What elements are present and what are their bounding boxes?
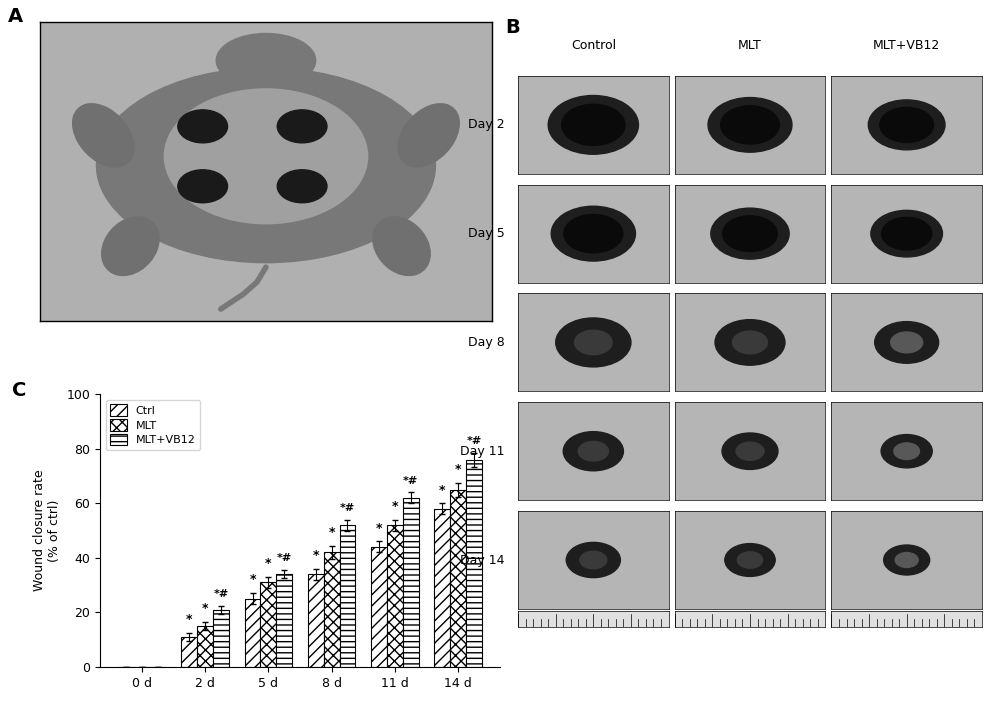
Bar [403,498,419,667]
Text: Day 11: Day 11 [460,445,505,457]
Bar [450,490,466,667]
Circle shape [551,206,635,261]
Circle shape [711,208,789,259]
Text: *#: *# [466,436,482,446]
Circle shape [178,170,228,203]
Text: *: * [186,613,193,626]
Text: *: * [439,483,446,496]
Circle shape [277,110,327,143]
Text: *: * [392,500,398,513]
Text: *: * [328,526,335,538]
Text: Day 2: Day 2 [468,118,505,131]
Text: Day 8: Day 8 [468,336,505,349]
Y-axis label: Wound closure rate
(% of ctrl): Wound closure rate (% of ctrl) [33,470,61,592]
Circle shape [566,542,620,578]
Circle shape [733,331,767,353]
Bar [466,460,482,667]
Text: A: A [8,6,23,26]
Circle shape [894,443,919,460]
Bar [245,599,260,667]
Bar [324,552,340,667]
Circle shape [548,95,638,154]
Circle shape [875,322,939,364]
Circle shape [721,105,779,144]
Bar [260,582,276,667]
Text: Day 5: Day 5 [468,227,505,240]
Circle shape [580,551,607,569]
Ellipse shape [96,68,435,262]
Bar [197,626,213,667]
Ellipse shape [373,217,430,275]
Circle shape [880,108,934,143]
Circle shape [882,217,932,250]
Circle shape [562,104,625,146]
Circle shape [737,552,763,568]
Bar [340,525,355,667]
Circle shape [891,332,923,353]
Circle shape [884,545,930,575]
Circle shape [725,543,775,576]
Ellipse shape [216,34,316,87]
Text: *#: *# [340,503,355,513]
Circle shape [708,98,792,152]
Text: *: * [265,557,272,570]
Text: *: * [313,549,319,562]
Text: *: * [455,463,461,476]
Ellipse shape [398,104,459,167]
Text: B: B [505,18,520,37]
Text: *#: *# [213,589,229,599]
Circle shape [881,435,932,468]
Text: MLT: MLT [738,39,762,52]
Circle shape [178,110,228,143]
Circle shape [277,170,327,203]
Circle shape [715,320,785,365]
Circle shape [563,432,623,471]
Circle shape [895,553,918,567]
Circle shape [575,331,612,355]
Bar [434,509,450,667]
Circle shape [556,318,631,367]
Text: Day 14: Day 14 [460,554,505,566]
Text: *: * [249,574,256,587]
Bar [308,574,324,667]
Bar [371,547,387,667]
Circle shape [868,100,945,150]
Text: C: C [12,381,26,399]
Text: Control: Control [571,39,616,52]
Ellipse shape [102,217,159,275]
Circle shape [578,442,608,461]
Legend: Ctrl, MLT, MLT+VB12: Ctrl, MLT, MLT+VB12 [106,400,200,450]
Text: *: * [202,602,208,615]
Ellipse shape [73,104,134,167]
Circle shape [723,216,777,252]
Bar [387,525,403,667]
Circle shape [564,214,623,253]
Bar [181,637,197,667]
Text: *#: *# [277,554,292,564]
Bar [213,609,229,667]
Text: MLT+VB12: MLT+VB12 [873,39,940,52]
Text: *: * [376,522,382,535]
Circle shape [722,433,778,470]
Bar [276,574,292,667]
Circle shape [736,442,764,460]
Ellipse shape [164,89,368,224]
Circle shape [871,210,942,257]
Text: *#: *# [403,475,418,485]
